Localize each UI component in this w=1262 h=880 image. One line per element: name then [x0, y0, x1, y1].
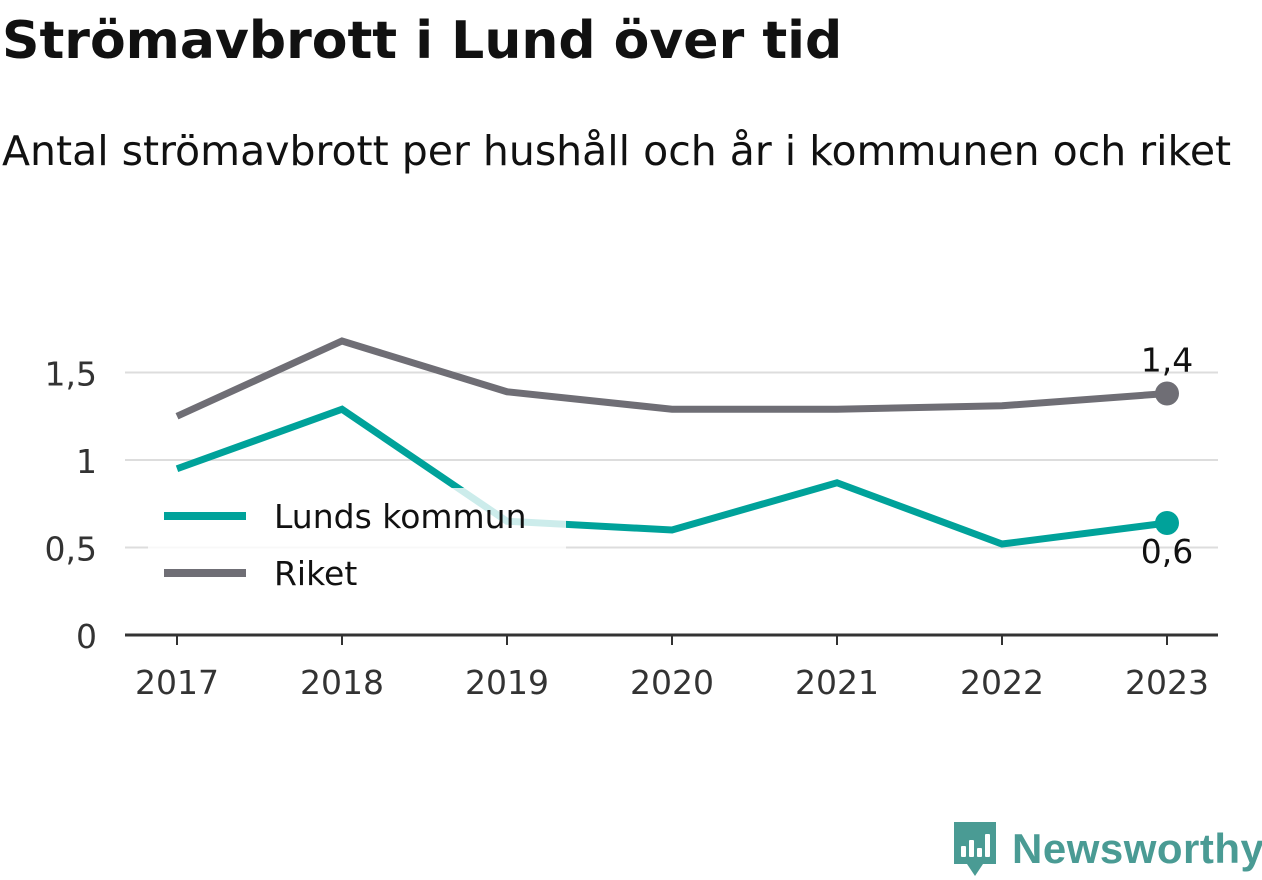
- end-labels: 0,6 1,4: [1141, 341, 1193, 572]
- x-tick-label: 2021: [795, 663, 879, 702]
- legend-label: Riket: [274, 554, 357, 593]
- x-tick-label: 2018: [300, 663, 384, 702]
- brand-name: Newsworthy: [1012, 825, 1262, 872]
- chart-subtitle: Antal strömavbrott per hushåll och år i …: [2, 127, 1232, 175]
- x-tick-label: 2019: [465, 663, 549, 702]
- end-point-riket: [1155, 381, 1179, 406]
- legend-label: Lunds kommun: [274, 497, 527, 536]
- newsworthy-logo: Newsworthy: [950, 818, 1262, 880]
- y-tick-label: 1: [76, 442, 97, 481]
- axes: 0 0,5 1 1,5 2017 2018 2019 2020 2021 2022 2023: [45, 355, 1218, 702]
- bar-chart-badge-icon: [954, 822, 996, 876]
- series-line-lunds-kommun: [175, 405, 1168, 548]
- end-label-lunds-kommun: 0,6: [1141, 532, 1193, 571]
- end-point-lunds-kommun: [1155, 511, 1179, 535]
- legend: Lunds kommun Riket: [148, 488, 566, 606]
- y-tick-label: 0,5: [45, 530, 97, 569]
- chart-title: Strömavbrott i Lund över tid: [2, 11, 843, 71]
- end-label-riket: 1,4: [1141, 341, 1193, 380]
- x-tick-label: 2023: [1125, 663, 1209, 702]
- legend-background: [148, 488, 566, 606]
- x-tick-label: 2017: [135, 663, 219, 702]
- x-tick-label: 2022: [960, 663, 1044, 702]
- series-lines: [175, 337, 1179, 548]
- y-tick-label: 1,5: [45, 355, 97, 394]
- series-line-riket: [175, 337, 1168, 420]
- x-tick-label: 2020: [630, 663, 714, 702]
- y-tick-label: 0: [76, 617, 97, 656]
